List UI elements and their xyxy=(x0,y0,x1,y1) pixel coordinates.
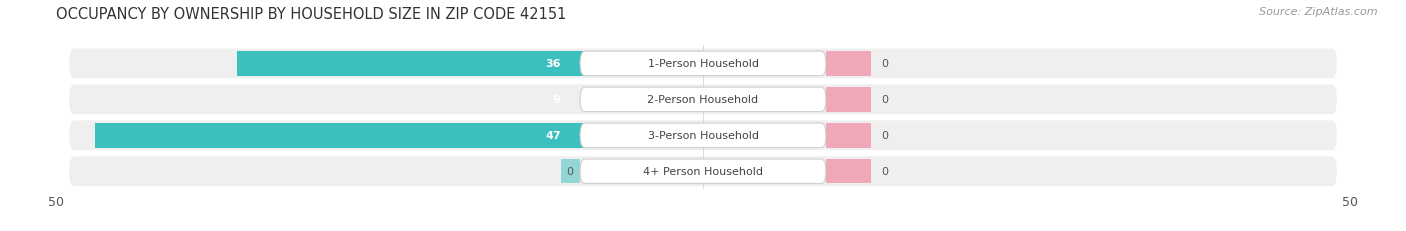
FancyBboxPatch shape xyxy=(581,88,825,112)
Bar xyxy=(825,88,872,112)
Bar xyxy=(825,124,872,148)
Bar xyxy=(586,88,703,112)
FancyBboxPatch shape xyxy=(581,52,825,76)
Text: 36: 36 xyxy=(546,59,561,69)
Text: OCCUPANCY BY OWNERSHIP BY HOUSEHOLD SIZE IN ZIP CODE 42151: OCCUPANCY BY OWNERSHIP BY HOUSEHOLD SIZE… xyxy=(56,7,567,22)
Text: 0: 0 xyxy=(882,131,889,141)
Text: 3-Person Household: 3-Person Household xyxy=(648,131,758,141)
Bar xyxy=(825,159,872,184)
Text: 9: 9 xyxy=(553,95,561,105)
Bar xyxy=(238,52,703,76)
Text: 47: 47 xyxy=(546,131,561,141)
Text: 1-Person Household: 1-Person Household xyxy=(648,59,758,69)
Text: Source: ZipAtlas.com: Source: ZipAtlas.com xyxy=(1260,7,1378,17)
Text: 0: 0 xyxy=(882,167,889,176)
FancyBboxPatch shape xyxy=(69,49,1337,79)
Text: 0: 0 xyxy=(882,95,889,105)
Bar xyxy=(561,159,581,184)
Bar xyxy=(96,124,703,148)
FancyBboxPatch shape xyxy=(581,159,825,184)
FancyBboxPatch shape xyxy=(581,124,825,148)
Text: 0: 0 xyxy=(882,59,889,69)
Bar xyxy=(825,52,872,76)
Text: 4+ Person Household: 4+ Person Household xyxy=(643,167,763,176)
Text: 2-Person Household: 2-Person Household xyxy=(647,95,759,105)
FancyBboxPatch shape xyxy=(69,157,1337,186)
FancyBboxPatch shape xyxy=(69,85,1337,115)
Text: 0: 0 xyxy=(567,167,574,176)
FancyBboxPatch shape xyxy=(69,121,1337,151)
